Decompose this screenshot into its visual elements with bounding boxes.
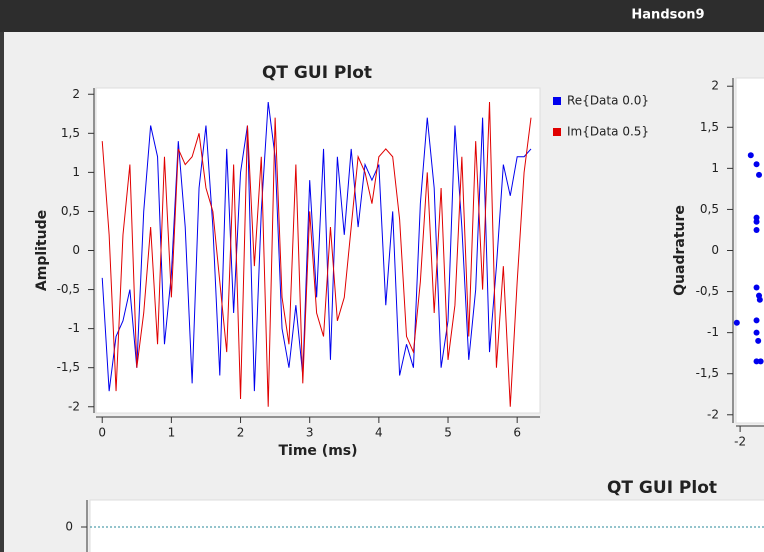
scatter-point	[753, 214, 760, 221]
plot-canvas	[89, 499, 764, 552]
scatter-point	[753, 284, 760, 291]
y-tick-label: 1,5	[700, 120, 719, 134]
scatter-point	[753, 358, 760, 365]
x-tick-label: 5	[444, 426, 452, 440]
data-line	[101, 102, 532, 392]
x-tick-label: -2	[734, 435, 746, 449]
y-tick-label: 1	[72, 165, 80, 179]
y-tick-label: 2	[711, 79, 719, 93]
scatter-point	[755, 337, 762, 344]
plot-canvas	[95, 87, 541, 414]
chart-title: QT GUI Plot	[262, 63, 372, 83]
legend-label: Re{Data 0.0}	[567, 94, 649, 108]
scatter-point	[756, 171, 763, 178]
x-axis-title: Time (ms)	[278, 443, 357, 459]
y-tick-label: -1	[707, 325, 719, 339]
y-axis-title: Quadrature	[672, 205, 688, 296]
y-tick-label: 1	[711, 161, 719, 175]
x-tick-label: 0	[98, 426, 106, 440]
y-axis-title: Amplitude	[34, 210, 50, 291]
window-title: Handson9	[631, 8, 704, 23]
data-line	[101, 102, 532, 407]
y-tick-label: 0	[65, 520, 73, 534]
x-tick-label: 4	[375, 426, 383, 440]
legend-label: Im{Data 0.5}	[567, 125, 649, 139]
y-tick-label: -2	[707, 407, 719, 421]
scatter-point	[753, 329, 760, 336]
x-tick-label: 2	[237, 426, 245, 440]
y-tick-label: 0	[72, 243, 80, 257]
plot-canvas	[735, 77, 764, 424]
y-tick-label: -1,5	[57, 360, 80, 374]
window-edge	[0, 32, 4, 552]
scatter-point	[753, 317, 760, 324]
title-bar	[0, 0, 764, 32]
chart-title: QT GUI Plot	[607, 478, 717, 498]
scatter-point	[753, 218, 760, 225]
y-tick-label: -0,5	[57, 282, 80, 296]
legend-swatch	[553, 128, 561, 136]
scatter-point	[733, 319, 740, 326]
scatter-point	[753, 161, 760, 168]
x-tick-label: 6	[513, 426, 521, 440]
y-tick-label: 0,5	[61, 204, 80, 218]
legend-swatch	[553, 97, 561, 105]
scatter-point	[747, 152, 754, 159]
scatter-point	[753, 226, 760, 233]
y-tick-label: 0	[711, 243, 719, 257]
scatter-point	[756, 296, 763, 303]
y-tick-label: -1,5	[696, 366, 719, 380]
y-tick-label: -2	[68, 399, 80, 413]
scatter-point	[757, 358, 764, 365]
x-tick-label: 1	[168, 426, 176, 440]
y-tick-label: -1	[68, 321, 80, 335]
plots: QT GUI Plot 2 1,5 1 0,5 0 -0,5 -1 -1,5 -2 0 1 2 3 4 5 6 T…	[34, 63, 764, 552]
x-tick-label: 3	[306, 426, 314, 440]
y-tick-label: -0,5	[696, 284, 719, 298]
y-tick-label: 2	[72, 87, 80, 101]
y-tick-label: 1,5	[61, 126, 80, 140]
y-tick-label: 0,5	[700, 202, 719, 216]
